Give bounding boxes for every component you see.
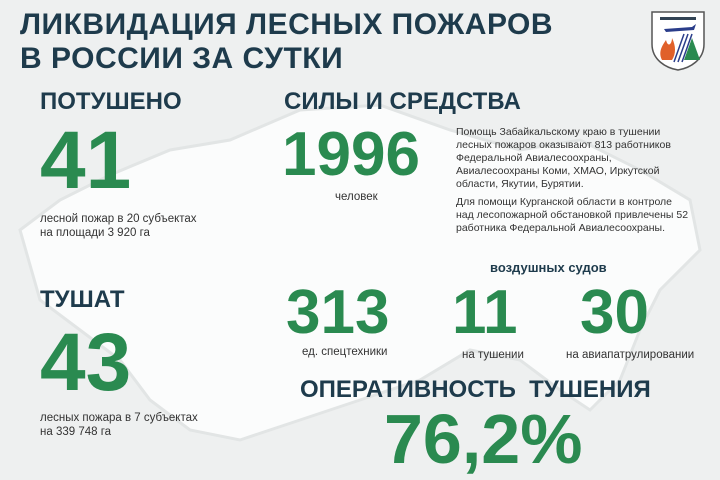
avialesookhrana-logo xyxy=(651,11,705,71)
burning-value: 43 xyxy=(40,317,132,408)
burning-desc: лесных пожара в 7 субъектах на 339 748 га xyxy=(40,412,198,438)
aircraft-patrol-value: 30 xyxy=(580,278,649,347)
forces-heading: СИЛЫ И СРЕДСТВА xyxy=(284,88,521,115)
aircraft-patrol-label: на авиапатрулировании xyxy=(566,349,695,361)
extinguished-desc: лесной пожар в 20 субъектах на площади 3 … xyxy=(40,213,197,239)
burning-heading: ТУШАТ xyxy=(40,286,125,313)
help-note-1: Помощь Забайкальскому краю в тушении лесн… xyxy=(456,126,671,190)
people-value: 1996 xyxy=(282,120,420,189)
help-note-2: Для помощи Курганской области в контроле… xyxy=(456,196,689,234)
aircraft-fire-label: на тушении xyxy=(462,349,524,361)
extinguished-value: 41 xyxy=(40,115,132,206)
page-title: ЛИКВИДАЦИЯ ЛЕСНЫХ ПОЖАРОВ В РОССИИ ЗА СУ… xyxy=(20,8,554,75)
efficiency-value: 76,2% xyxy=(384,400,583,478)
equipment-label: ед. спецтехники xyxy=(302,346,388,358)
aircraft-fire-value: 11 xyxy=(452,278,518,347)
extinguished-heading: ПОТУШЕНО xyxy=(40,88,182,115)
efficiency-heading: ОПЕРАТИВНОСТЬ ТУШЕНИЯ xyxy=(300,376,651,403)
aircraft-label: воздушных судов xyxy=(490,260,607,275)
equipment-value: 313 xyxy=(286,278,390,347)
people-label: человек xyxy=(335,191,378,203)
